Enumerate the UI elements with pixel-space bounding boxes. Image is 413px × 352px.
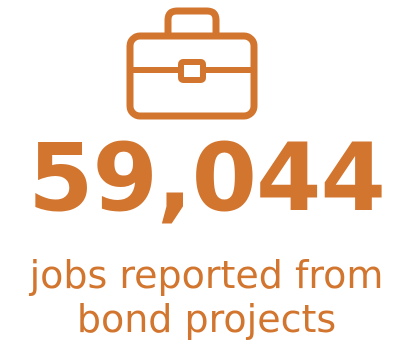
briefcase-icon (124, 6, 260, 122)
briefcase-body (126, 32, 258, 120)
stat-caption-line-1: jobs reported from (29, 253, 384, 297)
stat-value: 59,044 (28, 124, 386, 233)
stat-caption-line-2: bond projects (76, 297, 337, 341)
briefcase-handle (164, 7, 220, 40)
briefcase-icon-graphic (126, 7, 258, 120)
briefcase-clasp (178, 59, 206, 83)
stat-caption: jobs reported from bond projects (0, 253, 413, 341)
